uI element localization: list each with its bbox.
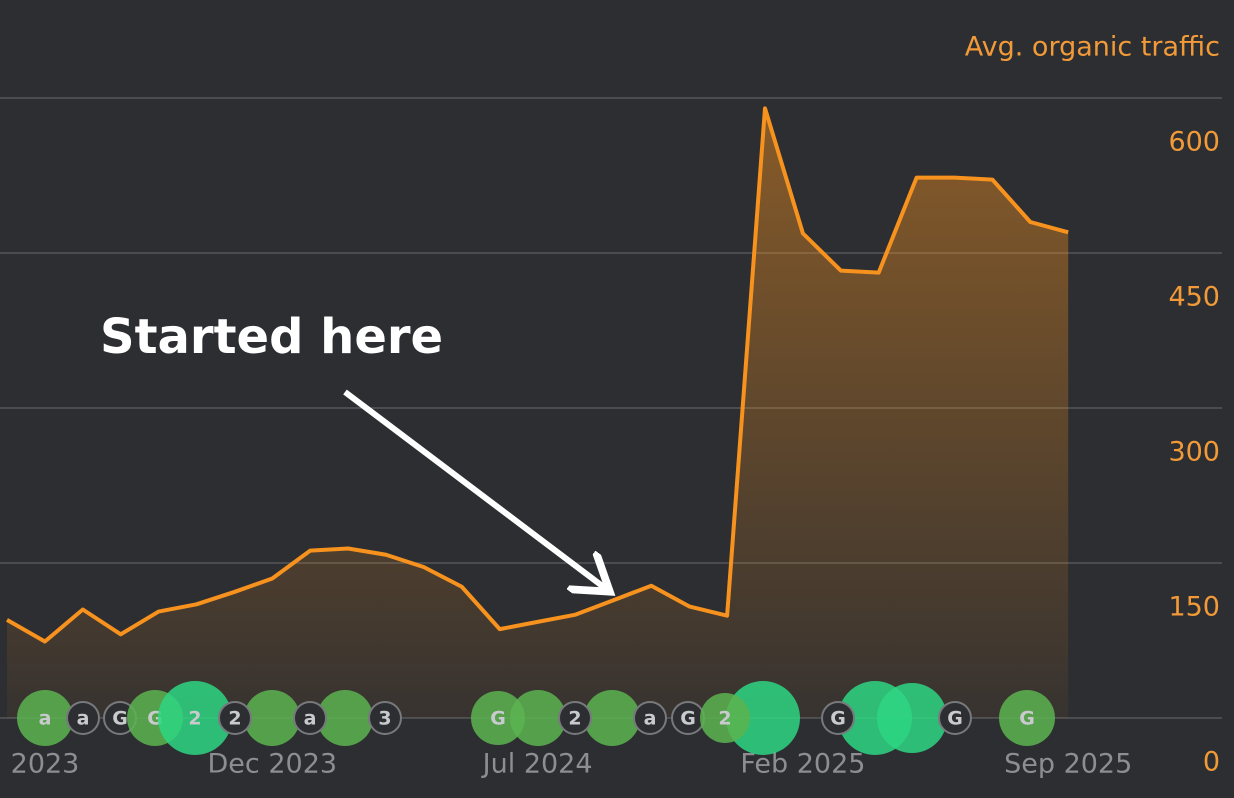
y-tick-label: 600	[1168, 127, 1220, 158]
y-tick-label: 150	[1168, 592, 1220, 623]
y-tick-label: 300	[1168, 437, 1220, 468]
event-label: 2	[568, 708, 581, 730]
event-icon	[293, 701, 327, 735]
event-label: G	[112, 708, 128, 730]
event-bubble	[726, 681, 800, 755]
event-icon	[821, 701, 855, 735]
event-label: 2	[228, 708, 241, 730]
event-icon	[368, 701, 402, 735]
event-label: 2	[188, 708, 201, 730]
event-bubble	[317, 690, 373, 746]
event-bubble	[244, 690, 300, 746]
event-bubble	[510, 690, 566, 746]
event-label: 3	[378, 708, 391, 730]
event-icon	[558, 701, 592, 735]
event-label: a	[77, 708, 90, 730]
event-label: a	[644, 708, 657, 730]
annotation-arrow	[343, 389, 605, 588]
x-tick-label: 2023	[11, 749, 80, 780]
annotation: Started here	[100, 309, 443, 365]
event-label: 2	[718, 708, 731, 730]
event-icon	[66, 701, 100, 735]
event-label: G	[680, 708, 696, 730]
event-bubble	[471, 691, 525, 745]
y-tick-label: 0	[1203, 747, 1220, 778]
event-label: a	[39, 708, 52, 730]
event-bubble	[158, 681, 232, 755]
event-label: G	[1019, 708, 1035, 730]
line	[6, 106, 1069, 644]
event-bubble	[17, 690, 73, 746]
y-axis-title: Avg. organic traffic	[965, 32, 1220, 63]
event-bubble	[999, 690, 1055, 746]
event-label: a	[304, 708, 317, 730]
event-icon	[938, 701, 972, 735]
x-tick-label: Jul 2024	[481, 749, 593, 780]
y-tick-label: 450	[1168, 282, 1220, 313]
event-icon	[633, 701, 667, 735]
event-bubble	[584, 690, 640, 746]
event-bubble	[700, 693, 750, 743]
event-icon	[218, 701, 252, 735]
event-label: G	[830, 708, 846, 730]
x-tick-label: Sep 2025	[1004, 749, 1132, 780]
event-label: G	[947, 708, 963, 730]
area	[7, 108, 1069, 719]
x-tick-label: Dec 2023	[208, 749, 338, 780]
event-label: G	[490, 708, 506, 730]
event-bubble	[877, 683, 947, 753]
